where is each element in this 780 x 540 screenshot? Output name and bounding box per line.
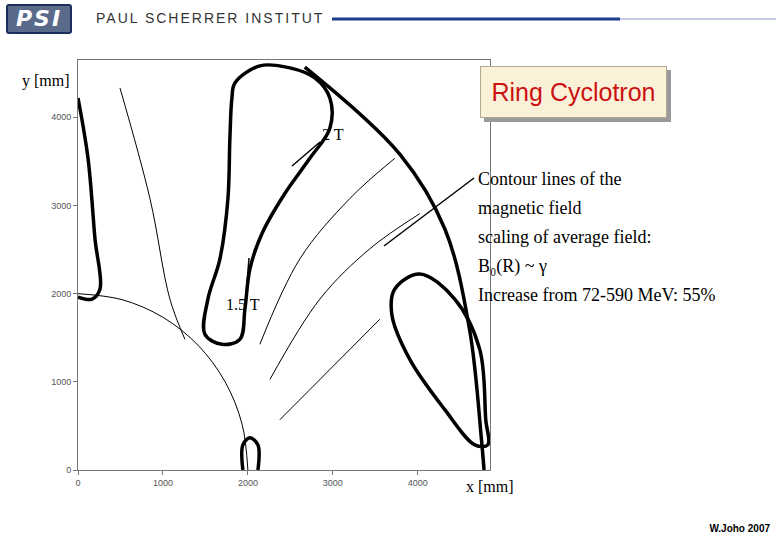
svg-text:2000: 2000 [51,289,71,299]
svg-text:3000: 3000 [323,478,343,488]
svg-text:0: 0 [75,478,80,488]
html-text:1.5 T: 1.5 T [226,296,260,313]
html-text:B₀(R) ~ γ: B₀(R) ~ γ [478,256,547,276]
svg-text:1000: 1000 [51,377,71,387]
html-text:Ring Cyclotron: Ring Cyclotron [491,78,656,106]
svg-text:0: 0 [66,465,71,475]
html-text:Contour lines of the: Contour lines of the [478,169,622,189]
svg-text:4000: 4000 [408,478,428,488]
html-text:Increase from 72-590 MeV: 55%: Increase from 72-590 MeV: 55% [478,285,716,305]
html-text:x [mm]: x [mm] [466,478,514,495]
html-text:PSI: PSI [16,6,63,31]
html-text:scaling of average field:: scaling of average field: [478,227,652,247]
svg-text:2000: 2000 [238,478,258,488]
html-text:W.Joho 2007: W.Joho 2007 [709,523,770,534]
svg-text:3000: 3000 [51,201,71,211]
html-text:2 T: 2 T [322,126,344,143]
html-text:magnetic field: magnetic field [478,198,582,218]
html-text:PAUL SCHERRER INSTITUT: PAUL SCHERRER INSTITUT [96,10,325,26]
svg-text:1000: 1000 [153,478,173,488]
svg-text:4000: 4000 [51,112,71,122]
html-text:y [mm]: y [mm] [22,72,70,89]
